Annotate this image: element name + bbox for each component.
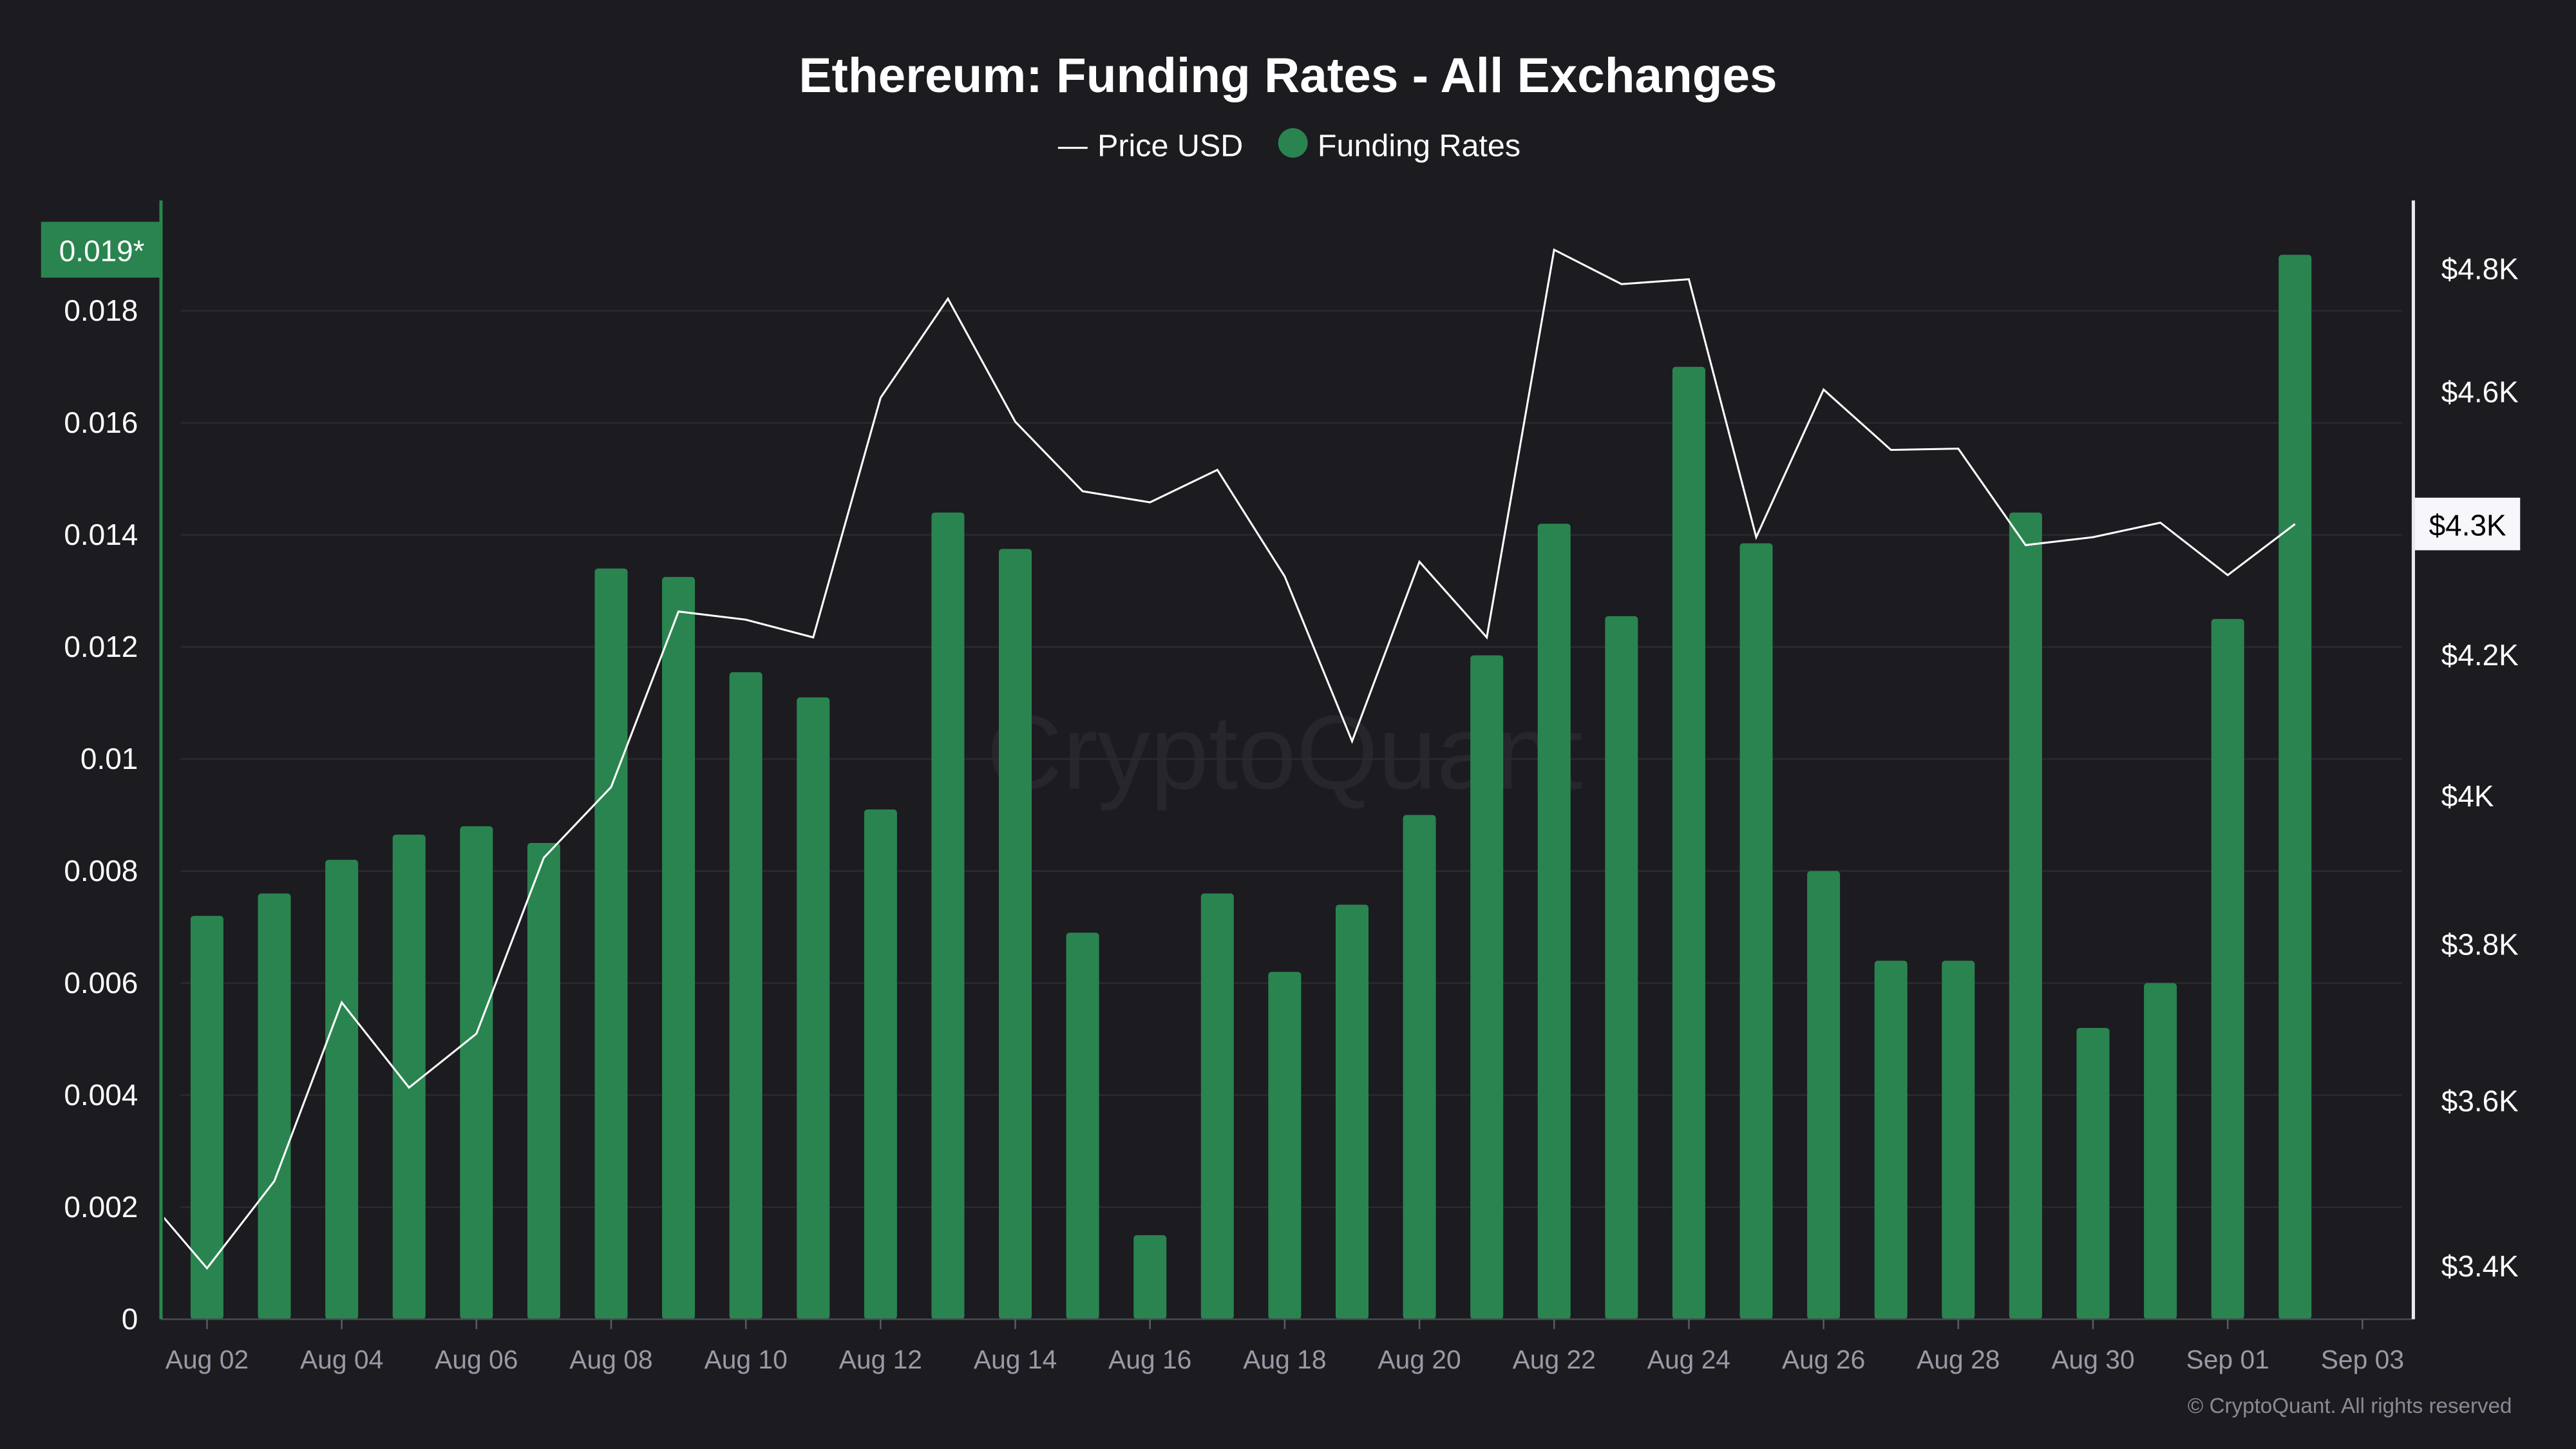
funding-rate-bar [662,576,696,1320]
funding-rate-bar [1942,960,1975,1320]
left-current-value-badge: 0.019* [41,222,161,278]
funding-rate-bar [864,809,897,1320]
funding-rate-bar [2144,983,2177,1320]
funding-rate-bar [325,860,359,1320]
right-tick-label: $4.2K [2441,638,2519,672]
right-tick-label: $4.8K [2441,252,2519,286]
funding-rate-bar [1605,616,1638,1320]
funding-rate-bar [594,568,628,1320]
chart-title: Ethereum: Funding Rates - All Exchanges [799,48,1777,103]
funding-rate-bar [460,826,493,1320]
x-tick-label: Aug 20 [1378,1345,1461,1374]
right-tick-label: $3.4K [2441,1249,2519,1283]
x-tick-label: Aug 12 [839,1345,922,1374]
left-tick-label: 0.018 [64,294,138,327]
left-tick-label: 0.004 [64,1078,138,1112]
right-axis-ticks: $3.4K $3.6K $3.8K $4K $4.2K $4.6K $4.8K [2441,252,2519,1283]
funding-rate-bar [2009,512,2042,1320]
price-line [164,248,2296,1270]
right-tick-label: $3.8K [2441,928,2519,961]
funding-rate-bar [1268,972,1302,1320]
x-tick-label: Aug 18 [1243,1345,1326,1374]
funding-rate-bar [1335,904,1368,1320]
left-tick-label: 0.006 [64,966,138,999]
x-tick-label: Sep 03 [2321,1345,2404,1374]
funding-rate-bar [999,549,1032,1320]
funding-rate-bar [2278,254,2312,1320]
funding-rate-bar [1133,1235,1167,1320]
x-tick-label: Aug 22 [1513,1345,1596,1374]
funding-rate-bar [258,893,291,1320]
left-tick-label: 0 [122,1302,138,1336]
legend-label-price: Price USD [1097,128,1243,163]
funding-rate-bar [1807,871,1841,1320]
copyright: © CryptoQuant. All rights reserved [2188,1394,2512,1418]
left-tick-label: 0.014 [64,518,138,551]
legend-label-funding: Funding Rates [1318,128,1520,163]
x-tick-label: Aug 30 [2051,1345,2134,1374]
x-tick-label: Aug 26 [1782,1345,1865,1374]
funding-rate-bar [392,835,426,1320]
funding-rate-bar [931,512,965,1320]
legend-item-price[interactable]: Price USD [1057,128,1243,163]
funding-rate-bar [1470,655,1504,1320]
x-tick-label: Sep 01 [2186,1345,2269,1374]
funding-rate-bar [729,672,762,1320]
right-current-value: $4.3K [2429,508,2506,542]
left-tick-label: 0.008 [64,854,138,887]
x-tick-label: Aug 14 [974,1345,1057,1374]
right-tick-label: $4K [2441,779,2494,813]
right-tick-label: $4.6K [2441,375,2519,409]
funding-rate-bar [1537,524,1571,1320]
funding-rate-bar [527,843,560,1320]
x-tick-label: Aug 28 [1917,1345,2000,1374]
legend-dot-icon [1278,128,1308,158]
funding-rate-bar [1739,543,1773,1320]
funding-rate-bar [797,697,830,1320]
funding-rate-bar [1066,933,1099,1320]
funding-rate-bar [1200,893,1234,1320]
legend-item-funding[interactable]: Funding Rates [1278,128,1520,163]
funding-rate-bar [1403,815,1436,1320]
x-tick-label: Aug 08 [569,1345,652,1374]
legend: Price USD Funding Rates [1057,128,1520,163]
left-tick-label: 0.01 [80,742,138,775]
right-tick-label: $3.6K [2441,1084,2519,1117]
funding-rate-bar [1672,366,1705,1320]
left-tick-label: 0.016 [64,406,138,439]
x-tick-label: Aug 04 [300,1345,383,1374]
x-tick-label: Aug 16 [1108,1345,1191,1374]
x-axis-ticks: Aug 02 Aug 04 Aug 06 Aug 08 Aug 10 Aug 12 Aug … [166,1319,2404,1374]
x-tick-label: Aug 06 [435,1345,518,1374]
funding-rate-bar [2211,619,2244,1320]
left-axis-ticks: 0 0.002 0.004 0.006 0.008 0.01 0.012 0.014 0.016… [64,294,138,1336]
x-tick-label: Aug 02 [166,1345,249,1374]
left-tick-label: 0.012 [64,630,138,663]
left-current-value: 0.019* [59,234,145,268]
x-tick-label: Aug 24 [1647,1345,1730,1374]
left-tick-label: 0.002 [64,1190,138,1224]
x-tick-label: Aug 10 [705,1345,788,1374]
right-current-value-badge: $4.3K [2415,497,2521,551]
funding-rate-bar [2076,1028,2110,1320]
funding-rate-bar [1874,960,1908,1320]
funding-rate-bar [190,916,223,1320]
bars [190,254,2312,1320]
